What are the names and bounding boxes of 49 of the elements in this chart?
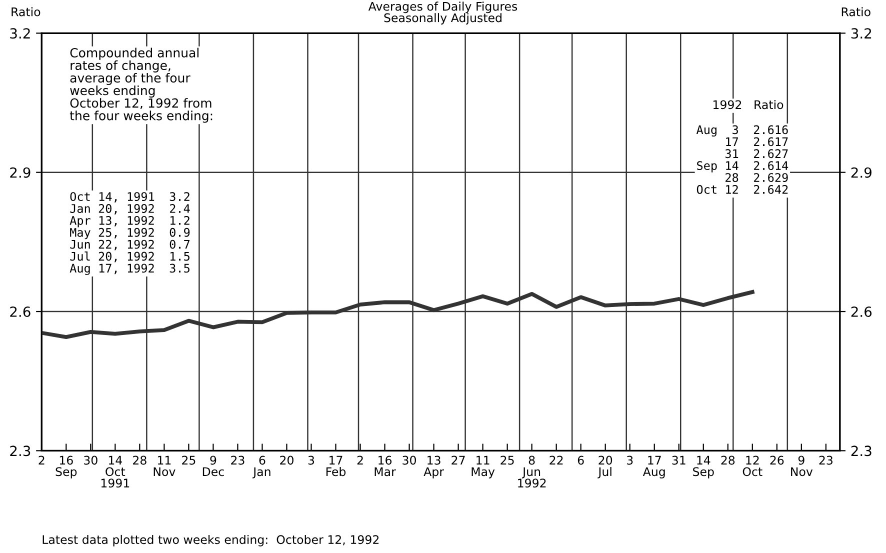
x-tick-label: 17 Aug [642,456,665,478]
y2-tick-label: 2.9 [851,167,872,178]
x-tick-label: 2 [38,456,44,465]
x-tick-label: 22 [550,456,563,465]
x-tick-label: 31 [672,456,686,465]
y2-tick-label: 3.2 [851,28,872,39]
annotation: Oct 14, 1991 3.2 Jan 20, 1992 2.4 Apr 13, 1992 1.2 May 25, 1992 0.9 Jun 22, 1992 0.7 Jul 20, 1992 1.5 Aug 17, 1992 3.5 [70,192,190,276]
x-tick-label: 2 [357,456,363,465]
x-tick-label: 30 [402,456,416,465]
x-tick-label: 14 Sep [693,456,714,478]
x-tick-label: 28 [721,456,735,465]
x-tick-label: 23 [819,456,832,465]
y2-axis-title: Ratio [842,7,870,16]
x-tick-label: 9 Dec [202,456,224,476]
y-tick-label: 2.9 [10,167,30,178]
x-tick-label: 8 Jun 1992 [518,456,546,488]
x-tick-label: 25 [500,456,514,465]
x-tick-label: 16 Mar [374,456,396,476]
annotation: Aug 3 2.616 17 2.617 31 2.627 Sep 14 2.614 28 2.629 Oct 12 2.642 [696,125,788,194]
x-tick-label: 11 Nov [154,456,176,476]
x-tick-label: 30 [84,456,98,465]
y-axis-title: Ratio [12,7,40,16]
chart-title: Averages of Daily Figures Seasonally Adjusted [368,2,518,25]
x-tick-label: 11 May [472,456,495,478]
annotation: Compounded annual rates of change, average of the four weeks ending October 12, 1992 from the four weeks ending: [70,48,212,123]
x-tick-label: 23 [231,456,244,465]
x-tick-label: 20 Jul [598,456,612,478]
x-tick-label: 20 [280,456,294,465]
y-tick-label: 2.6 [10,306,30,317]
x-tick-label: 27 [452,456,465,465]
x-tick-label: 12 Oct [742,456,762,476]
x-tick-label: 17 Feb [326,456,346,476]
y-tick-label: 2.3 [10,446,30,456]
x-tick-label: 14 Oct 1991 [101,456,130,488]
y2-tick-label: 2.3 [851,446,872,456]
x-tick-label: 25 [182,456,196,465]
x-tick-label: 28 [133,456,146,465]
x-tick-label: 6 [578,456,584,465]
y-tick-label: 3.2 [10,28,30,39]
x-tick-label: 26 [770,456,784,465]
y2-tick-label: 2.6 [851,306,872,317]
x-tick-label: 13 Apr [424,456,444,478]
x-tick-label: 16 Sep [56,456,77,478]
x-tick-label: 3 [626,456,633,465]
x-tick-label: 9 Nov [791,456,813,476]
text: Latest data plotted two weeks ending: October 12, 1992 [42,534,379,546]
x-tick-label: 3 [308,456,314,465]
x-tick-label: 6 Jan [252,456,270,478]
annotation: 1992 Ratio [714,100,784,110]
